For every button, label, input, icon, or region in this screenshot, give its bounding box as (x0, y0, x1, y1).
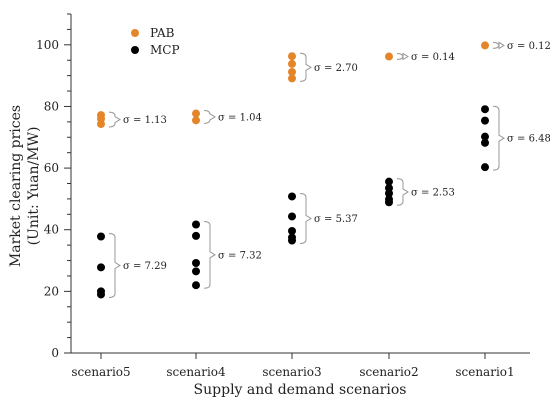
data-point-mcp (288, 192, 296, 201)
x-axis-title: Supply and demand scenarios (194, 382, 407, 398)
y-tick-label: 0 (51, 346, 59, 360)
sigma-label: σ = 0.12 (507, 41, 550, 52)
data-point-pab (385, 52, 393, 61)
data-point-pab (192, 109, 200, 118)
plot-area: 0 20 40 60 80 100 scenario5 scenario4 scenario3… (36, 13, 550, 379)
sigma-label: σ = 2.70 (314, 63, 358, 74)
sigma-bracket (492, 105, 505, 171)
data-point-mcp (385, 177, 393, 186)
x-ticks: scenario5 scenario4 scenario3 scenario2 scen… (71, 353, 515, 379)
data-points (97, 41, 489, 299)
data-point-pab (192, 116, 200, 125)
data-point-mcp (481, 116, 489, 125)
data-point-mcp (481, 163, 489, 172)
sigma-label: σ = 2.53 (411, 187, 455, 198)
data-point-pab (481, 41, 489, 50)
sigma-bracket (299, 192, 312, 245)
x-tick-label: scenario1 (455, 365, 514, 379)
data-point-mcp (481, 132, 489, 141)
sigma-bracket (108, 233, 121, 298)
y-tick-label: 60 (44, 161, 59, 175)
sigma-bracket (203, 220, 216, 289)
y-tick-label: 20 (44, 284, 59, 298)
data-point-mcp (288, 236, 296, 245)
legend-label-mcp: MCP (150, 43, 180, 57)
sigma-label: σ = 0.14 (411, 52, 455, 63)
x-tick-label: scenario4 (166, 365, 226, 379)
data-point-pab (97, 120, 105, 129)
data-point-mcp (288, 226, 296, 235)
legend-marker-mcp (131, 46, 139, 54)
data-point-mcp (481, 138, 489, 147)
sigma-bracket (396, 52, 409, 61)
data-point-mcp (385, 198, 393, 207)
data-point-pab (288, 67, 296, 76)
y-tick-label: 80 (44, 99, 59, 113)
y-axis-unit: (Unit: Yuan/MW) (26, 127, 42, 246)
y-axis-title: Market clearing prices (8, 105, 24, 267)
data-point-mcp (97, 263, 105, 272)
data-point-pab (288, 52, 296, 61)
sigma-bracket (492, 41, 505, 50)
y-ticks: 0 20 40 60 80 100 (36, 13, 71, 360)
y-tick-label: 40 (44, 223, 59, 237)
data-point-mcp (97, 232, 105, 241)
sigma-label: σ = 1.04 (218, 112, 262, 123)
sigma-label: σ = 6.48 (507, 134, 550, 145)
sigma-bracket (396, 178, 409, 206)
data-point-mcp (192, 220, 200, 229)
y-tick-label: 100 (36, 38, 59, 52)
data-point-pab (288, 74, 296, 83)
data-point-mcp (192, 267, 200, 276)
sigma-bracket (108, 111, 121, 128)
data-point-mcp (385, 189, 393, 198)
data-point-mcp (481, 105, 489, 114)
x-tick-label: scenario2 (359, 365, 418, 379)
x-tick-label: scenario5 (71, 365, 130, 379)
data-point-mcp (192, 259, 200, 268)
data-point-mcp (97, 290, 105, 299)
sigma-bracket (299, 52, 312, 82)
legend-marker-pab (131, 29, 139, 37)
legend: PAB MCP (131, 26, 180, 57)
sigma-label: σ = 7.29 (123, 261, 167, 272)
data-point-mcp (288, 212, 296, 221)
sigma-label: σ = 1.13 (123, 115, 167, 126)
sigma-bracket (203, 110, 216, 124)
legend-label-pab: PAB (150, 26, 175, 40)
sigma-label: σ = 5.37 (314, 214, 358, 225)
x-tick-label: scenario3 (262, 365, 321, 379)
sigma-label: σ = 7.32 (218, 250, 262, 261)
data-point-pab (288, 59, 296, 68)
data-point-mcp (192, 281, 200, 290)
sigma-brackets: σ = 1.13 σ = 1.04 σ = 2.70 σ = 0.14 σ = 0.12… (108, 41, 550, 298)
data-point-mcp (192, 231, 200, 240)
